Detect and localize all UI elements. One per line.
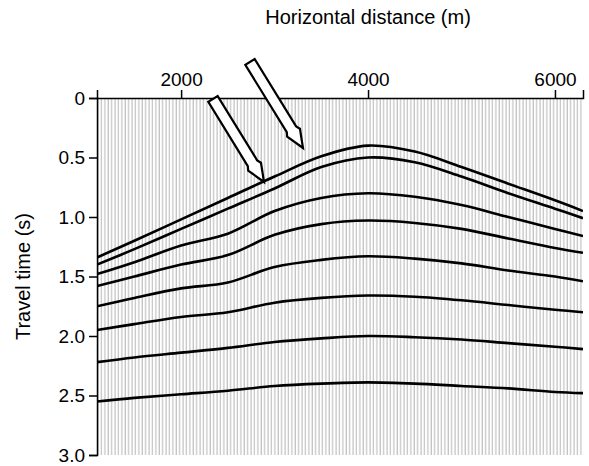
y-axis-line [89, 99, 98, 456]
tick-mark [89, 157, 97, 159]
tick: 4000 [347, 69, 389, 98]
x-axis-title: Horizontal distance (m) [265, 6, 471, 28]
tick-label: 4000 [347, 69, 389, 90]
chart: 2000 4000 6000 0 0.5 1.0 1.5 2.0 2.5 3.0 Horizonta… [0, 0, 589, 466]
tick-mark [89, 217, 97, 219]
reflector [97, 336, 583, 362]
tick: 2.5 [59, 385, 97, 406]
tick: 1.5 [59, 266, 97, 287]
tick-label: 2000 [160, 69, 202, 90]
tick-label: 6000 [534, 69, 576, 90]
events [97, 145, 583, 401]
tick: 1.0 [59, 207, 97, 228]
reflector [97, 193, 583, 274]
tick-mark [181, 90, 183, 98]
tick-label: 2.0 [59, 326, 85, 347]
plot: 2000 4000 6000 0 0.5 1.0 1.5 2.0 2.5 3.0 [59, 69, 584, 466]
tick: 2.0 [59, 326, 97, 347]
tick: 2000 [160, 69, 202, 98]
tick-label: 1.5 [59, 266, 85, 287]
tick: 0.5 [59, 147, 97, 168]
tick-mark [89, 455, 97, 457]
tick-label: 2.5 [59, 385, 85, 406]
tick-label: 3.0 [59, 445, 85, 466]
tick-mark [368, 90, 370, 98]
trace-background [97, 98, 583, 455]
reflector [97, 382, 583, 401]
tick-mark [89, 98, 97, 100]
tick-mark [89, 336, 97, 338]
tick-mark [89, 276, 97, 278]
tick-label: 0.5 [59, 147, 85, 168]
arrow [207, 95, 271, 186]
arrow [244, 58, 310, 152]
tick: 0 [74, 88, 97, 109]
reflector [97, 256, 583, 306]
reflector [97, 296, 583, 331]
tick-mark [89, 395, 97, 397]
y-axis: 0 0.5 1.0 1.5 2.0 2.5 3.0 [59, 88, 98, 466]
y-axis-title: Travel time (s) [12, 213, 34, 340]
tick-label: 0 [74, 88, 85, 109]
tick-label: 1.0 [59, 207, 85, 228]
tick: 3.0 [59, 445, 97, 466]
x-axis-line [98, 90, 584, 99]
reflector [97, 221, 583, 286]
tick-mark [555, 90, 557, 98]
tick: 6000 [534, 69, 576, 98]
x-axis: 2000 4000 6000 [98, 69, 584, 99]
